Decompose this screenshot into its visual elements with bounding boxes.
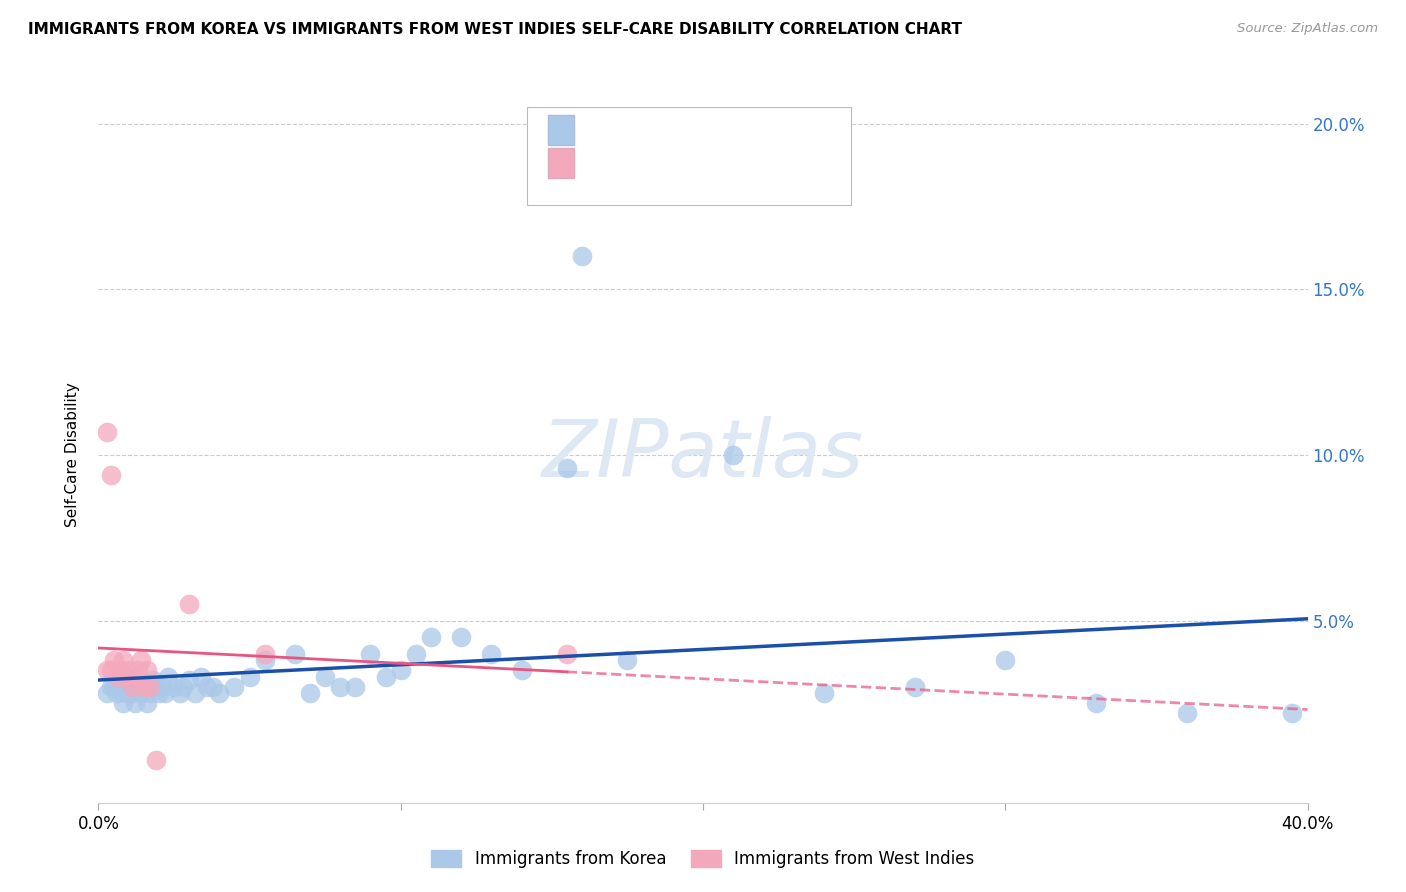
Point — [195, 680, 218, 694]
Point — [103, 680, 125, 694]
Point — [184, 686, 207, 700]
Point — [723, 448, 745, 462]
Point — [142, 673, 165, 688]
Text: R =: R = — [582, 156, 619, 174]
Point — [121, 680, 143, 694]
Point — [450, 630, 472, 644]
Point — [129, 686, 152, 700]
Point — [344, 680, 367, 694]
Point — [139, 686, 162, 700]
Point — [108, 663, 131, 677]
Point — [813, 686, 835, 700]
Point — [253, 647, 276, 661]
Point — [994, 653, 1017, 667]
Point — [135, 663, 157, 677]
Point — [360, 647, 382, 661]
Point — [127, 680, 149, 694]
Text: 0.066: 0.066 — [619, 156, 671, 174]
Point — [114, 670, 136, 684]
Point — [190, 670, 212, 684]
Point — [118, 663, 141, 677]
Point — [374, 670, 396, 684]
Point — [202, 680, 225, 694]
Point — [329, 680, 352, 694]
Point — [111, 653, 134, 667]
Point — [129, 653, 152, 667]
Point — [121, 686, 143, 700]
Point — [172, 680, 194, 694]
Text: R =: R = — [582, 122, 619, 140]
Point — [124, 697, 146, 711]
Point — [169, 686, 191, 700]
Point — [145, 753, 167, 767]
Text: N =: N = — [685, 156, 721, 174]
Point — [555, 461, 578, 475]
Point — [253, 653, 276, 667]
Point — [555, 647, 578, 661]
Y-axis label: Self-Care Disability: Self-Care Disability — [65, 383, 80, 527]
Text: IMMIGRANTS FROM KOREA VS IMMIGRANTS FROM WEST INDIES SELF-CARE DISABILITY CORREL: IMMIGRANTS FROM KOREA VS IMMIGRANTS FROM… — [28, 22, 962, 37]
Point — [163, 680, 186, 694]
Point — [1175, 706, 1198, 721]
Text: 57: 57 — [717, 122, 744, 140]
Point — [224, 680, 246, 694]
Text: ZIPatlas: ZIPatlas — [541, 416, 865, 494]
Point — [150, 680, 173, 694]
Point — [239, 670, 262, 684]
Point — [105, 686, 128, 700]
Point — [132, 680, 155, 694]
Point — [179, 597, 201, 611]
Point — [616, 653, 638, 667]
Point — [145, 680, 167, 694]
Point — [299, 686, 322, 700]
Point — [208, 686, 231, 700]
Point — [100, 663, 122, 677]
Point — [111, 697, 134, 711]
Point — [153, 686, 176, 700]
Text: 19: 19 — [717, 156, 744, 174]
Point — [481, 647, 503, 661]
Point — [510, 663, 533, 677]
Text: 0.221: 0.221 — [619, 122, 672, 140]
Point — [420, 630, 443, 644]
Point — [148, 686, 170, 700]
Point — [103, 653, 125, 667]
Point — [124, 670, 146, 684]
Point — [156, 670, 179, 684]
Point — [1281, 706, 1303, 721]
Point — [100, 680, 122, 694]
Point — [105, 670, 128, 684]
Point — [100, 467, 122, 482]
Point — [96, 425, 118, 439]
Point — [96, 663, 118, 677]
Point — [179, 673, 201, 688]
Legend: Immigrants from Korea, Immigrants from West Indies: Immigrants from Korea, Immigrants from W… — [425, 843, 981, 874]
Text: Source: ZipAtlas.com: Source: ZipAtlas.com — [1237, 22, 1378, 36]
Point — [132, 680, 155, 694]
Point — [118, 680, 141, 694]
Point — [96, 686, 118, 700]
Point — [314, 670, 336, 684]
Point — [135, 697, 157, 711]
Point — [114, 686, 136, 700]
Point — [108, 680, 131, 694]
Point — [571, 249, 593, 263]
Point — [389, 663, 412, 677]
Point — [127, 663, 149, 677]
Point — [1085, 697, 1108, 711]
Point — [904, 680, 927, 694]
Point — [139, 680, 162, 694]
Point — [284, 647, 307, 661]
Text: N =: N = — [685, 122, 721, 140]
Point — [118, 673, 141, 688]
Point — [405, 647, 427, 661]
